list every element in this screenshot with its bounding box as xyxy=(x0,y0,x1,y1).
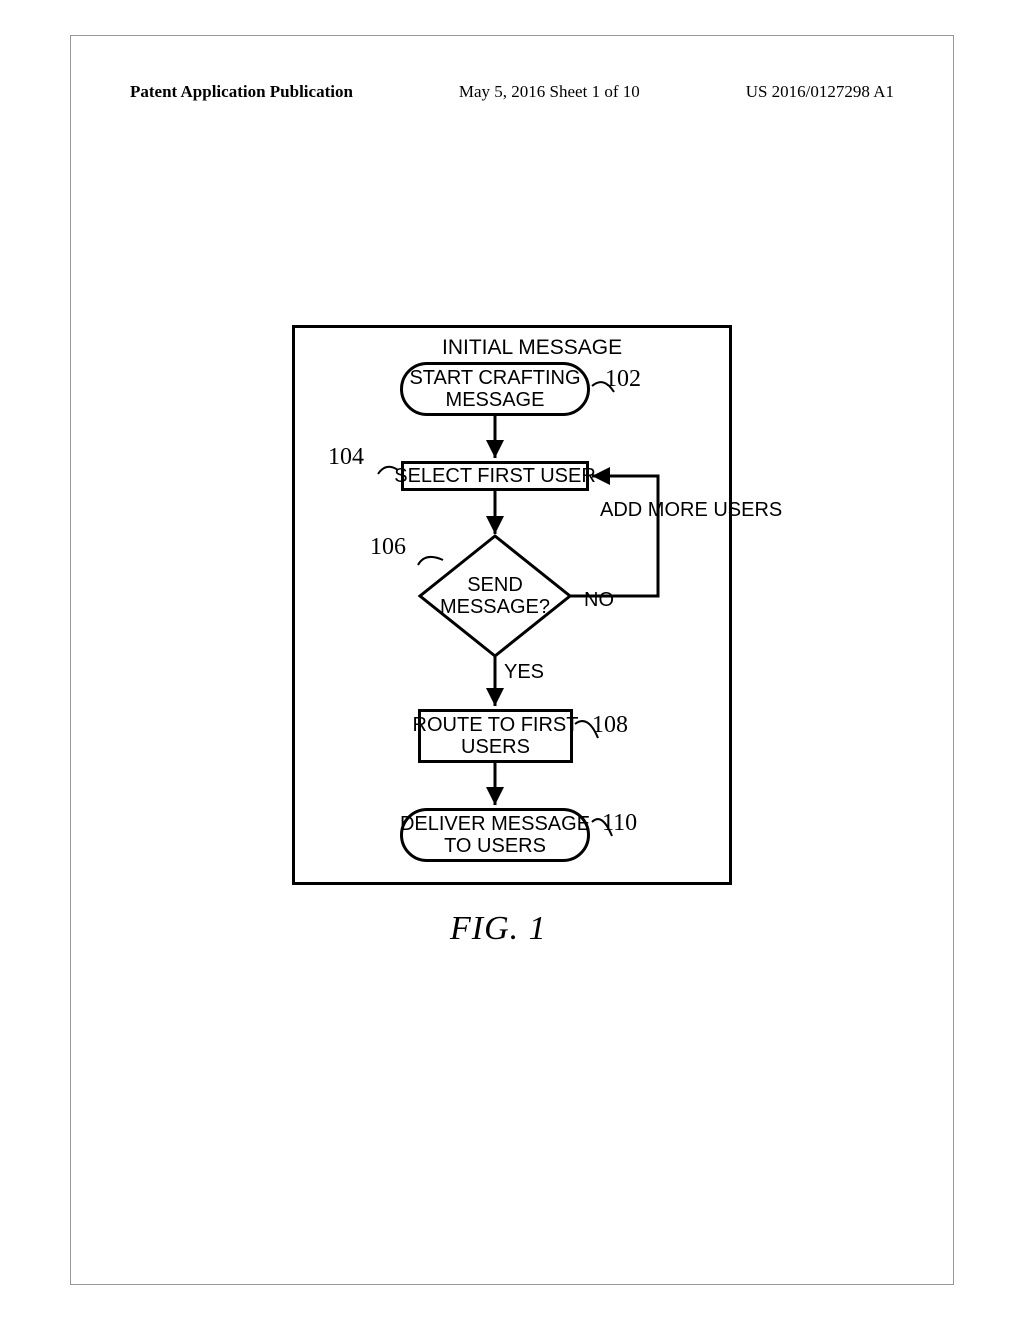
svg-layer xyxy=(0,0,1024,1320)
figure-label: FIG. 1 xyxy=(450,910,547,948)
ref-106: 106 xyxy=(370,534,406,561)
ref-108: 108 xyxy=(592,712,628,739)
diagram: INITIAL MESSAGE START CRAFTING MESSAGESE… xyxy=(0,0,1024,1320)
edge-label-yes: YES xyxy=(504,662,544,683)
edge-label-no: NO xyxy=(584,590,614,611)
ref-102: 102 xyxy=(605,366,641,393)
ref-104: 104 xyxy=(328,444,364,471)
edge-label-add_more: ADD MORE USERS xyxy=(600,500,782,521)
ref-110: 110 xyxy=(602,810,637,837)
flow-node-n106-label: SEND MESSAGE? xyxy=(425,574,565,618)
